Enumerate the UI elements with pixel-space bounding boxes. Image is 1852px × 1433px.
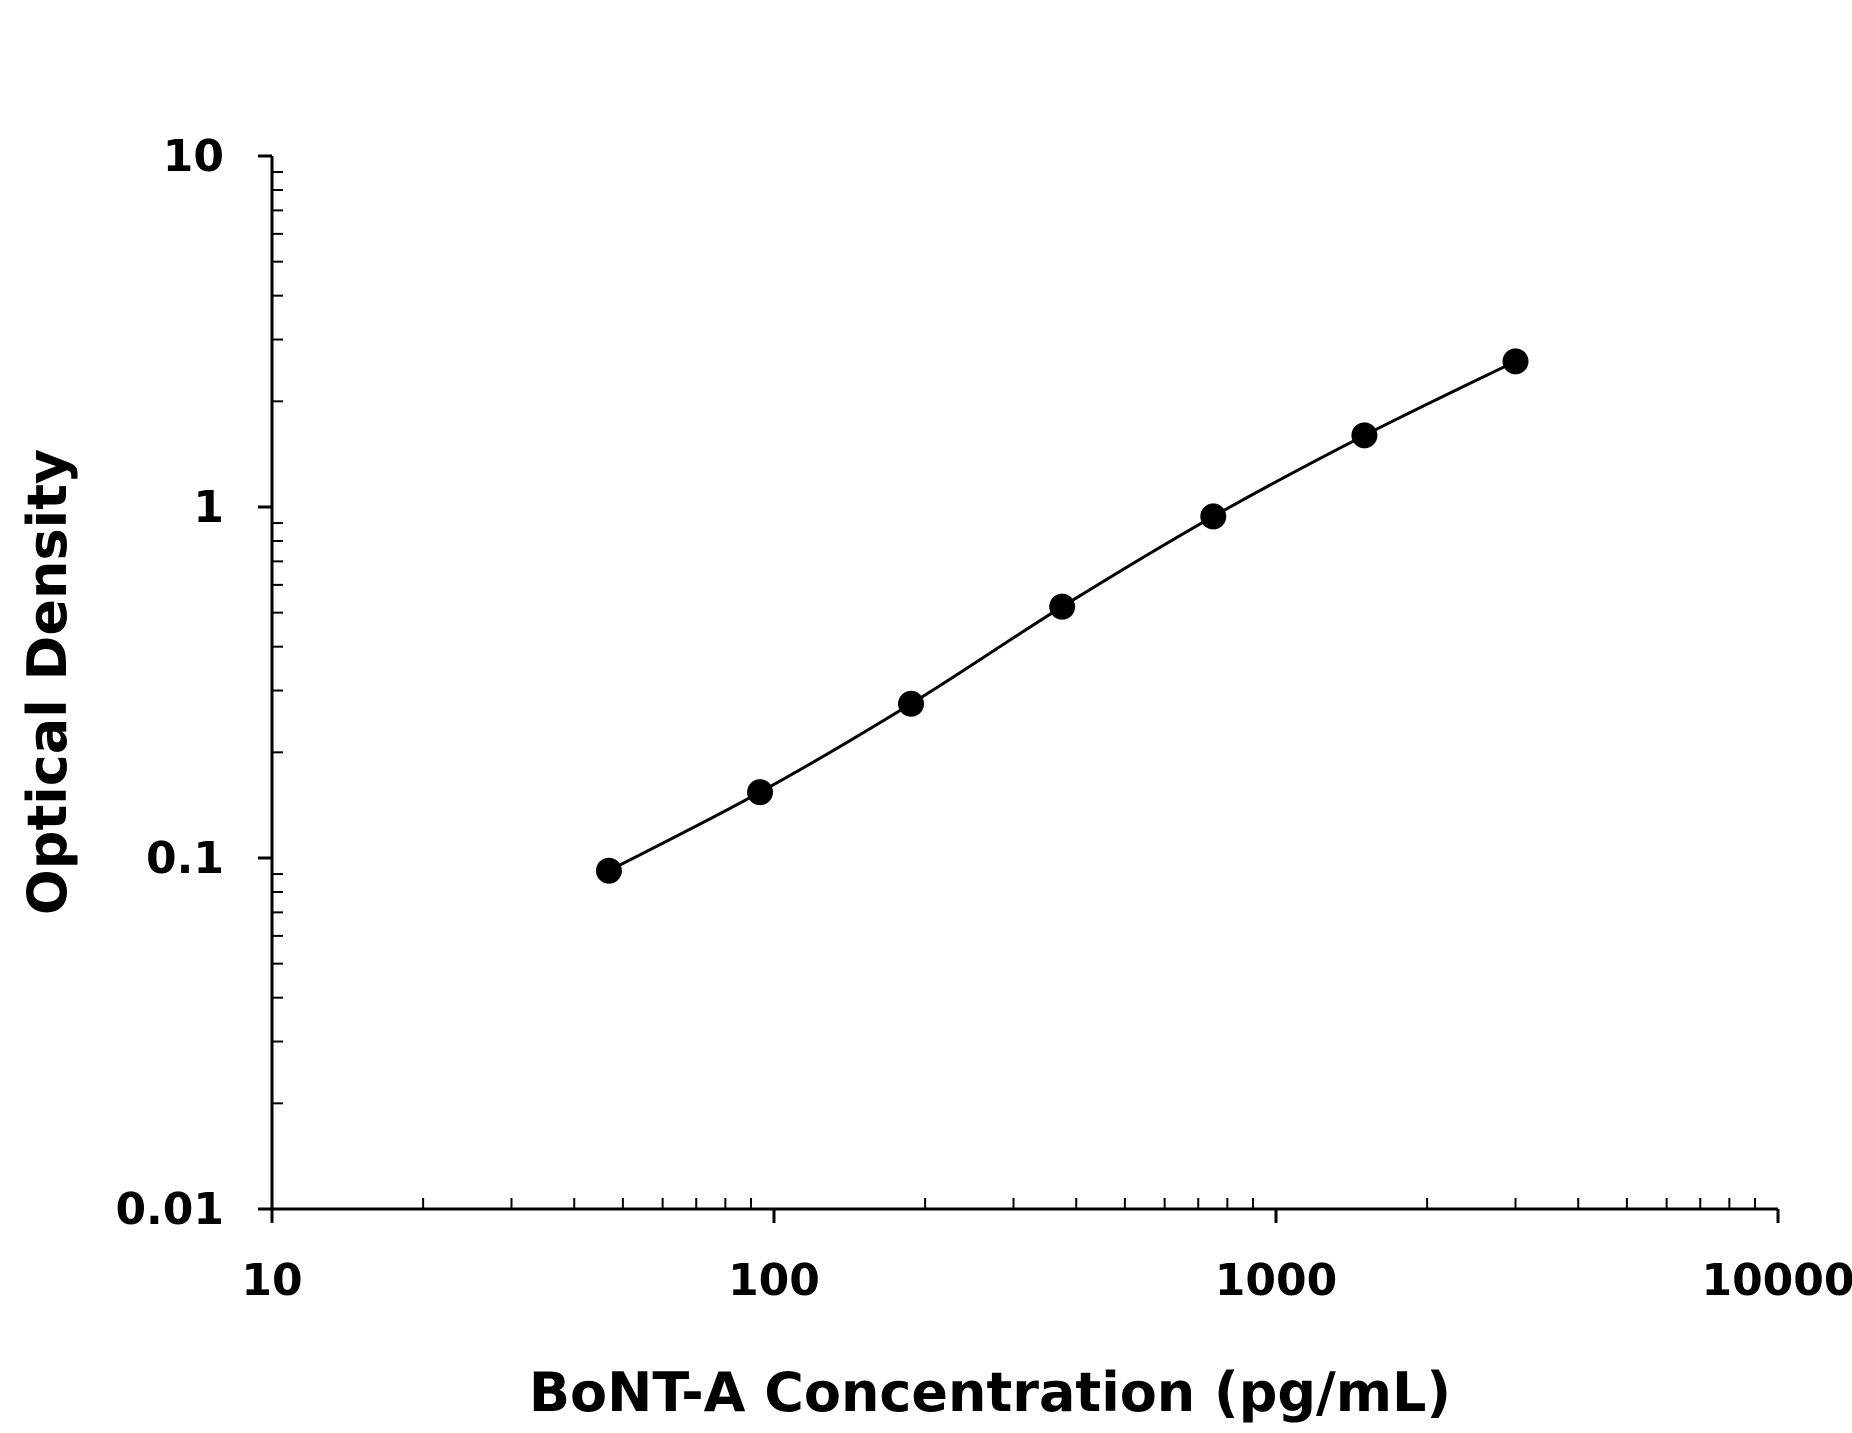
x-tick-label: 10000 xyxy=(1701,1255,1852,1306)
x-tick-label: 1000 xyxy=(1215,1255,1337,1306)
y-tick-labels: 0.01 0.1 1 10 xyxy=(115,131,224,1235)
minor-ticks xyxy=(272,171,1757,1209)
x-tick-label: 10 xyxy=(241,1255,302,1306)
y-tick-label: 0.01 xyxy=(115,1184,224,1235)
x-tick-labels: 10 100 1000 10000 xyxy=(241,1255,1852,1306)
y-tick-label: 1 xyxy=(193,482,224,533)
x-axis-title: BoNT-A Concentration (pg/mL) xyxy=(529,1361,1451,1424)
data-point xyxy=(898,690,925,717)
data-points xyxy=(595,348,1529,884)
data-point xyxy=(1200,503,1227,530)
major-ticks xyxy=(258,154,1780,1223)
data-point xyxy=(595,857,622,884)
y-axis-title: Optical Density xyxy=(16,449,79,915)
x-tick-label: 100 xyxy=(728,1255,820,1306)
data-point xyxy=(747,779,774,806)
data-point xyxy=(1049,593,1076,620)
data-point xyxy=(1502,348,1529,375)
data-point xyxy=(1351,422,1378,449)
y-tick-label: 0.1 xyxy=(146,833,224,884)
y-tick-label: 10 xyxy=(163,131,224,182)
